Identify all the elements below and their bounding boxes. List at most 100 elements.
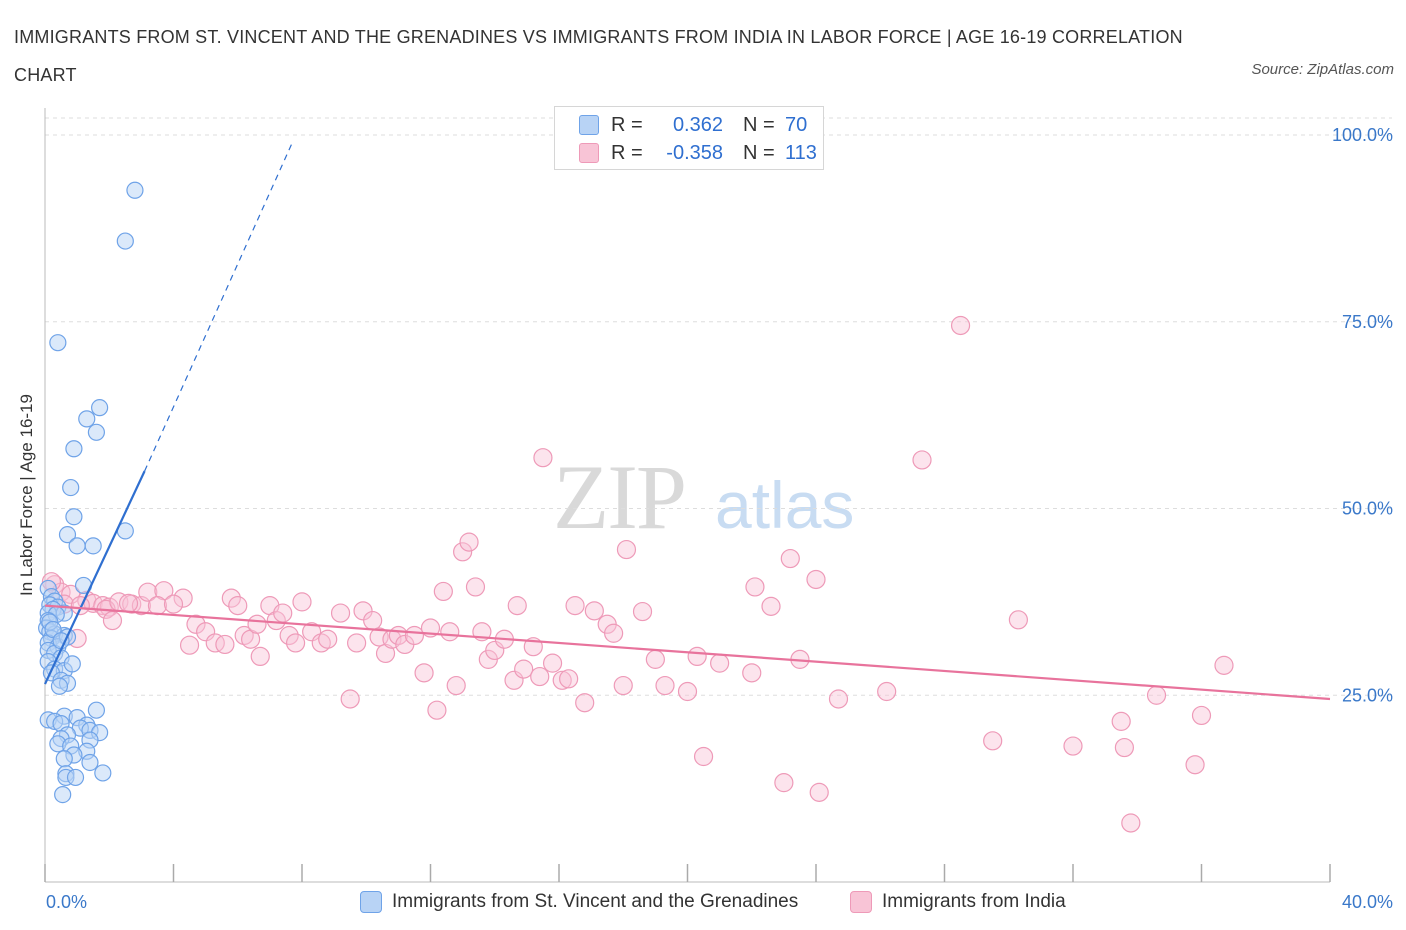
data-point-india bbox=[1191, 705, 1212, 726]
watermark-atlas: atlas bbox=[715, 468, 854, 542]
data-point-india bbox=[453, 542, 473, 562]
bottom-legend-swatch-pink bbox=[850, 891, 872, 913]
bottom-legend-label: Immigrants from St. Vincent and the Gren… bbox=[392, 891, 799, 912]
data-point-st-vincent bbox=[87, 423, 106, 441]
data-point-india bbox=[1121, 813, 1141, 833]
data-point-india bbox=[375, 643, 396, 664]
data-point-india bbox=[877, 681, 897, 702]
data-point-india bbox=[530, 666, 550, 687]
data-point-india bbox=[285, 633, 306, 653]
legend-n-label: N = bbox=[743, 141, 775, 164]
data-point-india bbox=[552, 670, 572, 690]
data-point-india bbox=[221, 588, 241, 608]
data-point-st-vincent bbox=[52, 632, 70, 650]
data-point-india bbox=[687, 646, 707, 667]
series-st-vincent-points bbox=[38, 181, 144, 804]
data-point-india bbox=[340, 689, 360, 709]
data-point-st-vincent bbox=[49, 334, 67, 352]
data-point-india bbox=[404, 625, 425, 646]
data-point-india bbox=[774, 773, 794, 793]
data-point-india bbox=[604, 623, 624, 643]
data-point-india bbox=[363, 610, 383, 631]
data-point-india bbox=[173, 588, 193, 608]
data-point-india bbox=[446, 675, 466, 696]
data-point-india bbox=[205, 633, 225, 653]
data-point-india bbox=[427, 700, 447, 720]
legend-n-value: 113 bbox=[785, 141, 817, 164]
trend-line-st-vincent bbox=[44, 470, 146, 685]
data-point-india bbox=[632, 601, 653, 622]
data-point-st-vincent bbox=[55, 750, 73, 768]
legend-r-value: -0.358 bbox=[666, 141, 723, 164]
legend-n-label: N = bbox=[743, 113, 775, 136]
data-point-india bbox=[533, 448, 553, 468]
data-point-india bbox=[70, 596, 90, 616]
bottom-legend-st-vincent: Immigrants from St. Vincent and the Gren… bbox=[360, 888, 798, 916]
data-point-st-vincent bbox=[84, 537, 102, 555]
axes bbox=[44, 108, 1331, 883]
data-point-india bbox=[1063, 736, 1083, 756]
data-point-india bbox=[147, 596, 168, 616]
data-point-india bbox=[1185, 755, 1205, 775]
series-india-points bbox=[41, 315, 1234, 833]
data-point-india bbox=[138, 582, 158, 602]
data-point-st-vincent bbox=[50, 677, 69, 695]
trend-line-st-vincent-extension bbox=[144, 142, 293, 472]
y-tick-label: 25.0% bbox=[1342, 685, 1393, 705]
data-point-india bbox=[655, 675, 675, 696]
data-point-india bbox=[806, 569, 826, 590]
data-point-india bbox=[912, 450, 932, 470]
data-point-india bbox=[1146, 685, 1167, 705]
data-point-st-vincent bbox=[62, 478, 80, 497]
legend-n-value: 70 bbox=[785, 113, 808, 136]
data-point-india bbox=[616, 539, 637, 560]
data-point-india bbox=[950, 315, 971, 336]
data-point-india bbox=[347, 633, 367, 653]
data-point-india bbox=[514, 659, 534, 679]
y-tick-labels: 100.0% 75.0% 50.0% 25.0% bbox=[1332, 125, 1393, 705]
bottom-legend-swatch-blue bbox=[360, 891, 382, 913]
data-point-india bbox=[542, 653, 563, 673]
bottom-legend-label: Immigrants from India bbox=[882, 891, 1066, 912]
data-point-india bbox=[809, 782, 829, 802]
legend-row-st-vincent: R = 0.362 N = 70 bbox=[579, 113, 807, 137]
data-point-st-vincent bbox=[63, 655, 81, 673]
data-point-india bbox=[559, 669, 579, 689]
data-point-india bbox=[318, 629, 338, 649]
data-point-india bbox=[102, 610, 123, 631]
data-point-india bbox=[228, 596, 248, 616]
data-point-india bbox=[745, 577, 765, 597]
bottom-legend-india: Immigrants from India bbox=[850, 888, 1066, 916]
data-point-india bbox=[693, 746, 714, 767]
grid-lines bbox=[45, 117, 1392, 696]
data-point-india bbox=[459, 532, 479, 552]
data-point-st-vincent bbox=[54, 786, 72, 804]
y-tick-label: 75.0% bbox=[1342, 312, 1393, 332]
watermark: ZIP atlas bbox=[553, 446, 854, 548]
trend-line-india bbox=[44, 604, 1331, 701]
correlation-legend: R = 0.362 N = 70 R = -0.358 N = 113 bbox=[554, 106, 824, 170]
data-point-india bbox=[1008, 610, 1028, 630]
watermark-zip: ZIP bbox=[553, 446, 685, 548]
data-point-india bbox=[710, 653, 730, 673]
x-tick-label: 40.0% bbox=[1342, 892, 1393, 912]
data-point-india bbox=[1214, 655, 1234, 675]
data-point-india bbox=[584, 601, 604, 621]
data-point-india bbox=[645, 649, 665, 669]
data-point-st-vincent bbox=[58, 526, 77, 544]
data-point-india bbox=[179, 635, 200, 655]
source-label: Source: ZipAtlas.com bbox=[1251, 61, 1394, 78]
data-point-india bbox=[565, 596, 585, 616]
legend-r-label: R = bbox=[611, 141, 643, 164]
x-tick-label: 0.0% bbox=[46, 892, 87, 912]
data-point-india bbox=[330, 603, 351, 623]
trend-lines bbox=[44, 142, 1331, 701]
legend-r-label: R = bbox=[611, 113, 643, 136]
data-point-st-vincent bbox=[116, 232, 134, 250]
data-point-india bbox=[273, 603, 293, 623]
data-point-india bbox=[742, 663, 762, 683]
data-point-st-vincent bbox=[81, 753, 99, 772]
data-point-india bbox=[828, 689, 849, 709]
y-tick-label: 50.0% bbox=[1342, 499, 1393, 519]
data-point-st-vincent bbox=[68, 537, 86, 555]
